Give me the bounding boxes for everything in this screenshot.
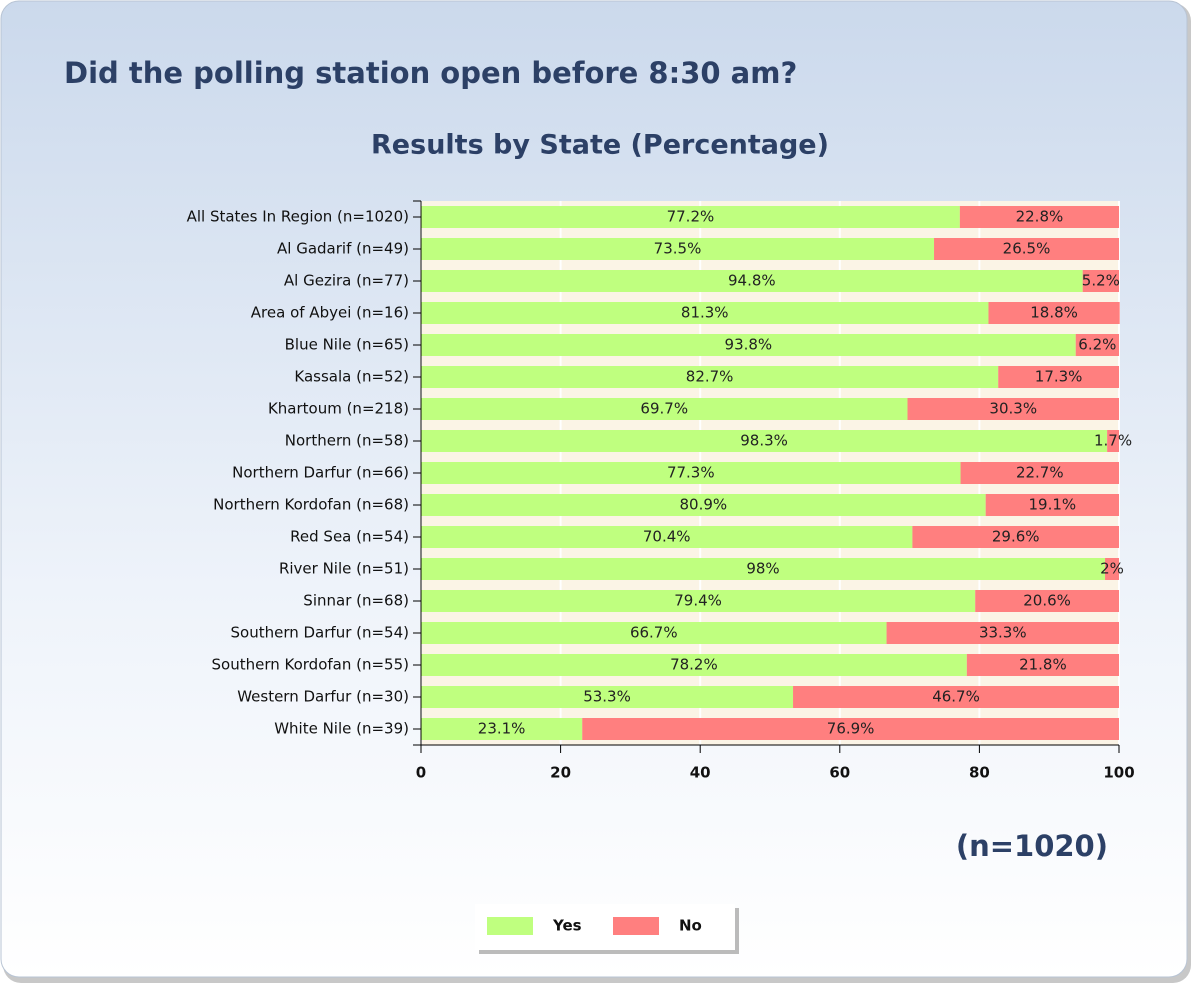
y-tick-label: Northern (n=58): [285, 432, 409, 450]
x-tick-label: 40: [690, 764, 711, 782]
value-label: 18.8%: [1030, 304, 1078, 322]
y-tick-label: Blue Nile (n=65): [285, 336, 409, 354]
y-tick-label: Red Sea (n=54): [290, 528, 409, 546]
x-tick-label: 100: [1103, 764, 1134, 782]
y-tick-label: River Nile (n=51): [279, 560, 409, 578]
bar-segment: [988, 302, 1120, 324]
value-label: 6.2%: [1078, 336, 1116, 354]
bar-segment: [421, 654, 967, 676]
bar-segment: [793, 686, 1119, 708]
y-tick-label: Sinnar (n=68): [303, 592, 409, 610]
value-label: 21.8%: [1019, 656, 1067, 674]
y-tick-label: Kassala (n=52): [294, 368, 409, 386]
value-label: 33.3%: [979, 624, 1027, 642]
value-label: 2%: [1100, 560, 1124, 578]
value-label: 1.7%: [1094, 432, 1132, 450]
value-label: 79.4%: [674, 592, 722, 610]
bar-segment: [421, 430, 1108, 452]
value-label: 70.4%: [643, 528, 691, 546]
bar-segment: [1107, 430, 1119, 452]
bar-segment: [985, 494, 1119, 516]
x-tick-label: 60: [829, 764, 850, 782]
y-tick-label: Khartoum (n=218): [268, 400, 409, 418]
bar-segment: [421, 206, 960, 228]
x-tick-label: 0: [416, 764, 426, 782]
y-tick-label: Northern Kordofan (n=68): [213, 496, 409, 514]
value-label: 78.2%: [670, 656, 718, 674]
value-label: 20.6%: [1023, 592, 1071, 610]
y-tick-label: Al Gezira (n=77): [284, 272, 409, 290]
bar-segment: [886, 622, 1119, 644]
chart-subtitle: Results by State (Percentage): [371, 130, 829, 161]
legend-swatch: [613, 917, 659, 935]
bar-segment: [421, 238, 935, 260]
x-tick-label: 80: [969, 764, 990, 782]
value-label: 81.3%: [681, 304, 729, 322]
value-label: 77.2%: [667, 208, 715, 226]
value-label: 17.3%: [1035, 368, 1083, 386]
bar-segment: [1105, 558, 1119, 580]
bar-segment: [1075, 334, 1119, 356]
value-label: 46.7%: [932, 688, 980, 706]
value-label: 53.3%: [583, 688, 631, 706]
y-tick-label: Area of Abyei (n=16): [251, 304, 409, 322]
bar-segment: [960, 462, 1119, 484]
x-tick-label: 20: [550, 764, 571, 782]
bar-segment: [421, 462, 961, 484]
value-label: 77.3%: [667, 464, 715, 482]
bar-segment: [966, 654, 1119, 676]
legend-label: Yes: [552, 917, 582, 935]
value-label: 26.5%: [1003, 240, 1051, 258]
chart-title: Did the polling station open before 8:30…: [64, 56, 797, 90]
bar-segment: [421, 526, 913, 548]
value-label: 29.6%: [992, 528, 1040, 546]
y-tick-label: Southern Kordofan (n=55): [212, 656, 409, 674]
value-label: 80.9%: [680, 496, 728, 514]
bar-segment: [998, 366, 1119, 388]
value-label: 76.9%: [827, 720, 875, 738]
bar-segment: [907, 398, 1119, 420]
value-label: 98%: [746, 560, 779, 578]
bar-segment: [421, 270, 1083, 292]
value-label: 66.7%: [630, 624, 678, 642]
y-tick-label: Al Gadarif (n=49): [277, 240, 409, 258]
bar-segment: [959, 206, 1119, 228]
bar-segment: [934, 238, 1119, 260]
bar-segment: [421, 558, 1106, 580]
annotation: (n=1020): [956, 829, 1108, 863]
y-tick-label: All States In Region (n=1020): [187, 208, 409, 226]
value-label: 98.3%: [740, 432, 788, 450]
bar-segment: [421, 590, 976, 612]
y-tick-label: Northern Darfur (n=66): [232, 464, 409, 482]
bar-segment: [421, 302, 989, 324]
value-label: 22.7%: [1016, 464, 1064, 482]
value-label: 19.1%: [1029, 496, 1077, 514]
bar-segment: [421, 718, 583, 740]
bar-segment: [421, 622, 887, 644]
legend-swatch: [487, 917, 533, 935]
bar-segment: [421, 366, 999, 388]
bar-segment: [582, 718, 1119, 740]
value-label: 73.5%: [654, 240, 702, 258]
value-label: 93.8%: [725, 336, 773, 354]
value-label: 82.7%: [686, 368, 734, 386]
bar-segment: [421, 398, 908, 420]
value-label: 5.2%: [1082, 272, 1120, 290]
y-tick-label: Western Darfur (n=30): [237, 688, 409, 706]
value-label: 30.3%: [989, 400, 1037, 418]
y-tick-label: Southern Darfur (n=54): [231, 624, 410, 642]
bar-segment: [421, 494, 986, 516]
legend-label: No: [679, 917, 702, 935]
value-label: 23.1%: [478, 720, 526, 738]
bar-segment: [421, 686, 794, 708]
value-label: 94.8%: [728, 272, 776, 290]
bar-segment: [975, 590, 1119, 612]
bar-segment: [912, 526, 1119, 548]
value-label: 69.7%: [640, 400, 688, 418]
value-label: 22.8%: [1016, 208, 1064, 226]
bar-segment: [1082, 270, 1119, 292]
bar-segment: [421, 334, 1076, 356]
y-tick-label: White Nile (n=39): [274, 720, 409, 738]
